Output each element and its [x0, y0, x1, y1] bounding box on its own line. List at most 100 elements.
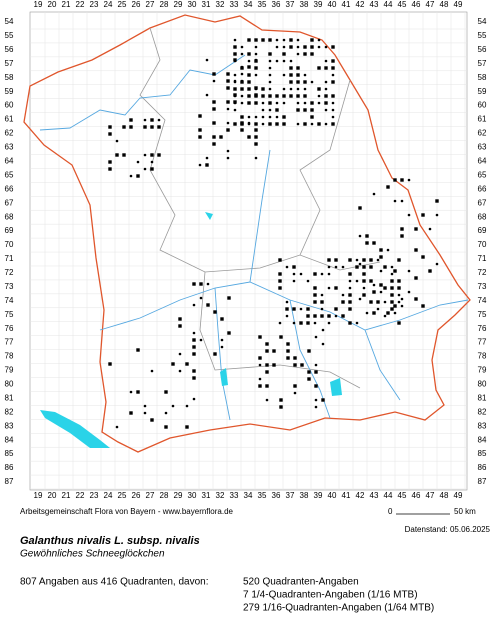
- occurrence: [383, 286, 387, 290]
- occurrence: [393, 311, 397, 315]
- occurrence: [199, 296, 203, 300]
- occurrence: [226, 86, 230, 90]
- occurrence: [314, 398, 318, 402]
- occurrence: [317, 38, 321, 42]
- x-label: 40: [328, 491, 337, 500]
- y-label: 62: [5, 129, 14, 138]
- occurrence: [300, 363, 304, 367]
- x-label: 35: [258, 0, 267, 9]
- occurrence: [265, 342, 269, 346]
- occurrence: [369, 300, 373, 304]
- y-label: 56: [5, 45, 14, 54]
- occurrence: [279, 405, 283, 409]
- occurrence: [192, 331, 196, 335]
- occurrence: [293, 384, 297, 388]
- occurrence: [212, 72, 216, 76]
- grid-labels: 19 19 20 20 21 21 22 22 23 23 24 24 25 25 26 26 27 27 28 28…: [5, 0, 487, 500]
- y-label: 83: [5, 421, 14, 430]
- occurrence: [136, 174, 140, 178]
- occurrence: [247, 73, 251, 77]
- x-label: 39: [314, 0, 323, 9]
- occurrence: [199, 282, 203, 286]
- occurrence: [331, 66, 335, 70]
- occurrence: [390, 307, 394, 311]
- x-label: 28: [160, 491, 169, 500]
- occurrence: [289, 94, 293, 98]
- occurrence: [306, 321, 310, 325]
- y-label: 67: [5, 198, 14, 207]
- occurrence: [275, 59, 279, 63]
- y-label: 82: [478, 407, 487, 416]
- occurrence: [150, 125, 154, 129]
- occurrence: [220, 338, 224, 342]
- occurrence: [421, 304, 425, 308]
- y-label: 75: [5, 310, 14, 319]
- x-label: 35: [258, 491, 267, 500]
- occurrence: [254, 128, 258, 132]
- occurrence: [143, 167, 147, 171]
- occurrence: [212, 100, 216, 104]
- occurrence: [282, 94, 286, 98]
- occurrence: [390, 286, 394, 290]
- y-label: 57: [478, 59, 487, 68]
- occurrence: [289, 73, 293, 77]
- occurrence: [282, 45, 286, 49]
- occurrence: [268, 52, 272, 56]
- occurrence: [289, 66, 293, 70]
- occurrence: [268, 87, 272, 91]
- x-label: 27: [146, 491, 155, 500]
- occurrence: [334, 307, 338, 311]
- occurrence: [122, 153, 126, 157]
- occurrence: [320, 300, 324, 304]
- occurrence: [226, 156, 230, 160]
- occurrence: [362, 279, 366, 283]
- occurrence: [227, 296, 231, 300]
- y-label: 83: [478, 421, 487, 430]
- occurrence: [317, 45, 321, 49]
- occurrence: [348, 272, 352, 276]
- occurrence: [233, 58, 237, 62]
- x-label: 37: [286, 491, 295, 500]
- occurrence: [348, 258, 352, 262]
- occurrence: [198, 135, 202, 139]
- occurrence: [254, 115, 258, 119]
- occurrence: [348, 279, 352, 283]
- x-label: 33: [230, 491, 239, 500]
- occurrence: [362, 272, 366, 276]
- occurrence: [206, 282, 210, 286]
- occurrence: [108, 160, 112, 164]
- occurrence: [327, 258, 331, 262]
- occurrence: [317, 94, 321, 98]
- occurrence: [376, 258, 380, 262]
- occurrence: [192, 282, 196, 286]
- occurrence: [233, 73, 237, 77]
- occurrence: [314, 405, 318, 409]
- occurrence: [192, 338, 196, 342]
- occurrence: [397, 293, 401, 297]
- occurrence: [143, 118, 147, 122]
- occurrence: [213, 310, 217, 314]
- occurrence: [358, 206, 362, 210]
- y-label: 66: [5, 184, 14, 193]
- x-label: 41: [342, 491, 351, 500]
- occurrence: [386, 248, 390, 252]
- occurrence: [331, 59, 335, 63]
- x-label: 19: [34, 0, 43, 9]
- y-label: 80: [5, 380, 14, 389]
- occurrence: [324, 94, 328, 98]
- occurrence: [372, 311, 376, 315]
- occurrence: [157, 125, 161, 129]
- occurrence: [205, 93, 209, 97]
- occurrence: [362, 293, 366, 297]
- occurrence: [341, 293, 345, 297]
- occurrence: [233, 38, 237, 42]
- occurrence: [233, 79, 237, 83]
- occurrence: [310, 101, 314, 105]
- y-label: 74: [5, 296, 14, 305]
- y-label: 55: [5, 31, 14, 40]
- occurrence: [369, 265, 373, 269]
- occurrence: [261, 108, 265, 112]
- occurrence: [386, 311, 390, 315]
- y-label: 84: [5, 435, 14, 444]
- occurrence: [393, 304, 397, 308]
